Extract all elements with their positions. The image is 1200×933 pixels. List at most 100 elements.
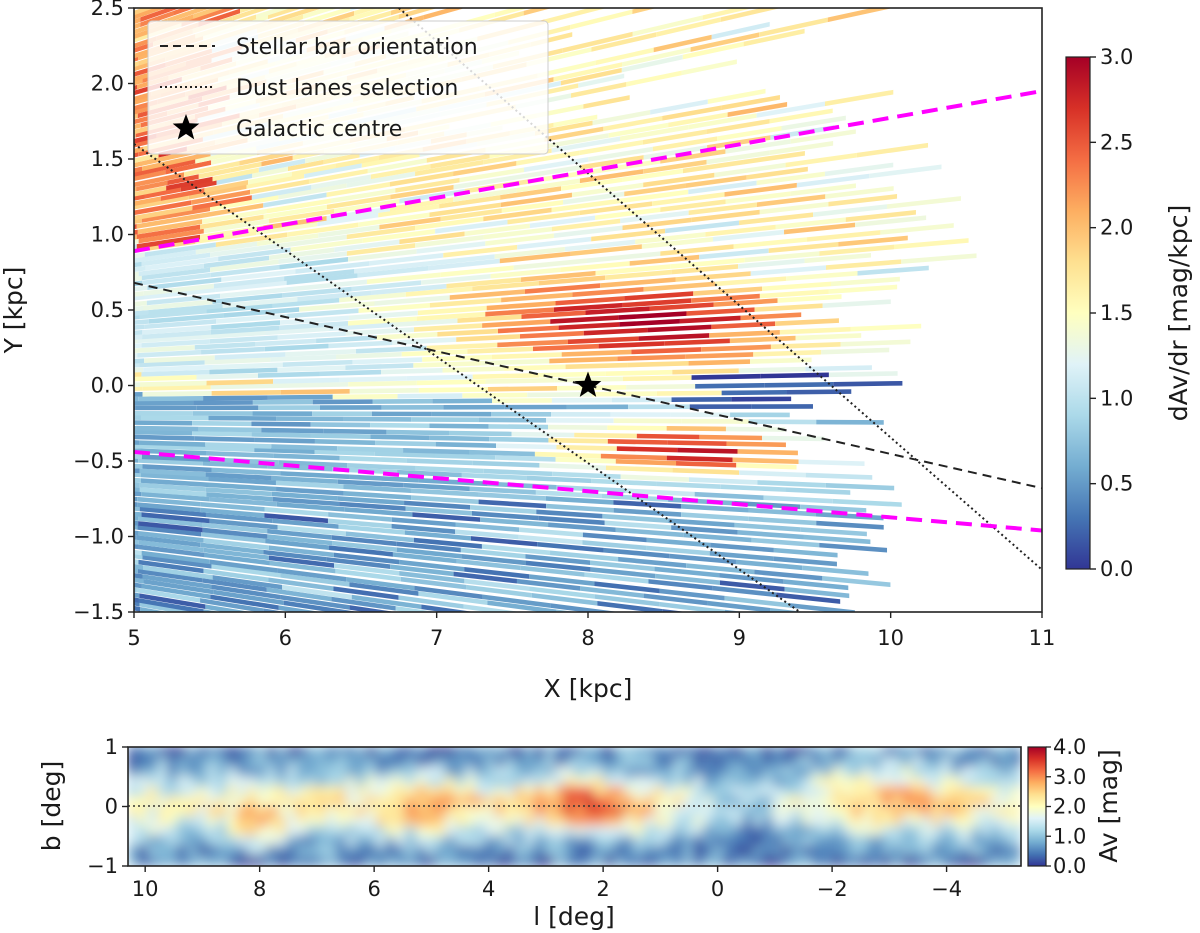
sightline-cell bbox=[255, 338, 317, 347]
extinction-cell bbox=[177, 845, 189, 857]
extinction-cell bbox=[256, 845, 268, 857]
extinction-cell bbox=[980, 786, 992, 798]
extinction-cell bbox=[970, 776, 982, 788]
sightline-cell bbox=[538, 515, 605, 526]
extinction-cell bbox=[603, 747, 615, 758]
extinction-cell bbox=[365, 806, 377, 817]
extinction-cell bbox=[683, 806, 695, 817]
extinction-cell bbox=[822, 766, 833, 778]
sightline-cell bbox=[469, 486, 536, 495]
extinction-cell bbox=[554, 766, 566, 778]
extinction-cell bbox=[1000, 835, 1012, 847]
extinction-cell bbox=[990, 835, 1002, 847]
sightline-cell bbox=[205, 604, 251, 612]
extinction-cell bbox=[425, 796, 437, 807]
sightline-cell bbox=[406, 458, 473, 466]
sightline-cell bbox=[137, 349, 202, 358]
sightline-cell bbox=[755, 629, 823, 642]
sightline-cell bbox=[272, 518, 339, 529]
sightline-cell bbox=[497, 325, 559, 334]
sightline-cell bbox=[553, 114, 598, 128]
extinction-cell bbox=[901, 796, 913, 807]
extinction-cell bbox=[534, 747, 546, 758]
extinction-cell bbox=[177, 815, 189, 827]
sightline-cell bbox=[449, 289, 525, 300]
sightline-cell bbox=[370, 164, 431, 180]
sightline-cell bbox=[333, 653, 398, 670]
extinction-cell bbox=[623, 815, 635, 827]
sightline-cell bbox=[326, 557, 391, 569]
extinction-cell bbox=[722, 835, 734, 847]
extinction-cell bbox=[732, 855, 744, 866]
sightline-cell bbox=[571, 81, 627, 98]
extinction-cell bbox=[792, 786, 804, 798]
extinction-cell bbox=[1000, 855, 1012, 866]
extinction-cell bbox=[980, 845, 992, 857]
x-tick-label: 8 bbox=[581, 626, 594, 650]
sightline-cell bbox=[415, 159, 484, 177]
sightline-cell bbox=[148, 313, 224, 324]
sightline-cell bbox=[616, 446, 678, 453]
extinction-cell bbox=[980, 815, 992, 827]
sightline-cell bbox=[211, 584, 281, 600]
sightline-cell bbox=[528, 730, 593, 749]
extinction-cell bbox=[762, 855, 774, 866]
sightline-cell bbox=[139, 487, 207, 497]
extinction-cell bbox=[147, 806, 159, 817]
sightline-cell bbox=[844, 686, 914, 701]
extinction-cell bbox=[643, 845, 655, 857]
extinction-cell bbox=[196, 806, 208, 817]
extinction-cell bbox=[415, 747, 427, 758]
sightline-cell bbox=[193, 8, 226, 19]
extinction-cell bbox=[613, 855, 625, 866]
extinction-cell bbox=[375, 806, 387, 817]
sightline-cell bbox=[210, 243, 279, 258]
sightline-cell bbox=[134, 362, 140, 368]
sightline-cell bbox=[230, 161, 262, 173]
extinction-cell bbox=[861, 796, 873, 807]
sightline-cell bbox=[134, 559, 139, 565]
extinction-cell bbox=[951, 855, 962, 866]
sightline-cell bbox=[138, 516, 203, 528]
colorbar-tick-label: 0.5 bbox=[1100, 472, 1133, 496]
extinction-cell bbox=[742, 747, 754, 758]
sightline-cell bbox=[605, 369, 673, 377]
extinction-cell bbox=[266, 815, 278, 827]
extinction-cell bbox=[147, 747, 159, 758]
extinction-cell bbox=[554, 776, 566, 788]
sightline-cell bbox=[605, 465, 673, 473]
extinction-cell bbox=[702, 845, 714, 857]
extinction-cell bbox=[316, 776, 327, 788]
sightline-cell bbox=[621, 659, 689, 674]
extinction-cell bbox=[157, 825, 169, 837]
extinction-cell bbox=[593, 786, 605, 798]
extinction-cell bbox=[454, 815, 466, 827]
sightline-cell bbox=[349, 582, 419, 596]
extinction-cell bbox=[355, 766, 367, 778]
extinction-cell bbox=[732, 776, 744, 788]
sightline-cell bbox=[719, 572, 784, 584]
extinction-cell bbox=[474, 806, 486, 817]
extinction-cell bbox=[603, 835, 615, 847]
extinction-cell bbox=[970, 845, 982, 857]
extinction-cell bbox=[256, 825, 268, 837]
extinction-cell bbox=[177, 786, 189, 798]
extinction-cell bbox=[157, 776, 169, 788]
sightline-cell bbox=[627, 361, 689, 368]
sightline-cell bbox=[330, 188, 396, 204]
sightline-cell bbox=[456, 558, 521, 571]
sightline-cell bbox=[102, 101, 131, 114]
sightline-cell bbox=[725, 139, 791, 154]
sightline-cell bbox=[563, 730, 633, 749]
extinction-cell bbox=[296, 766, 308, 778]
extinction-cell bbox=[435, 786, 447, 798]
extinction-cell bbox=[980, 747, 992, 758]
sightline-cell bbox=[392, 670, 456, 687]
extinction-cell bbox=[951, 756, 962, 768]
sightline-cell bbox=[134, 391, 143, 397]
sightline-cell bbox=[137, 568, 203, 583]
sightline-cell bbox=[73, 103, 112, 119]
sightline-cell bbox=[825, 482, 895, 491]
extinction-cell bbox=[593, 796, 605, 807]
sightline-cell bbox=[529, 574, 595, 587]
